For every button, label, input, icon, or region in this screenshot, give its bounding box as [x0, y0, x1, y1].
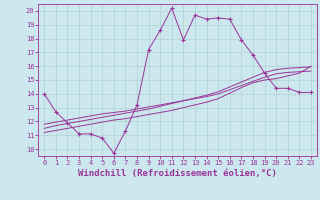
- X-axis label: Windchill (Refroidissement éolien,°C): Windchill (Refroidissement éolien,°C): [78, 169, 277, 178]
